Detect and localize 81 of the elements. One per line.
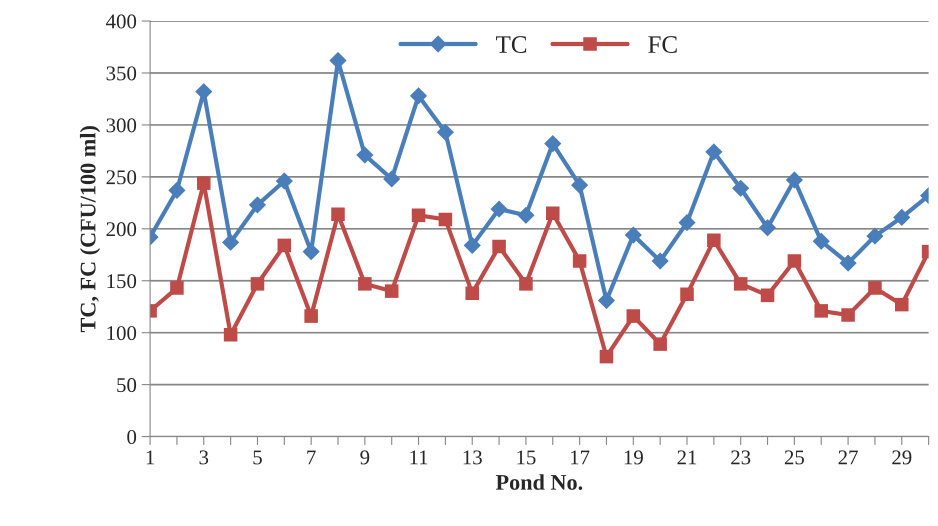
legend-label: FC [648,36,677,53]
point [732,180,750,197]
point [331,207,345,222]
y-tick-label: 250 [106,170,136,184]
point [868,281,882,295]
point [760,288,774,302]
point [707,233,721,248]
y-tick-label: 0 [127,430,136,444]
y-tick-label: 400 [106,14,136,28]
point [812,232,830,250]
x-tick-label: 19 [624,450,643,464]
point [895,298,909,312]
point [356,146,374,164]
point [492,240,506,254]
point [759,219,776,236]
point [840,254,856,272]
point [734,277,748,291]
point [624,226,642,244]
point [438,212,452,226]
point [222,234,239,251]
x-tick-label: 1 [146,450,154,464]
point [410,87,427,104]
point [465,286,480,300]
x-tick-label: 3 [200,450,208,464]
point [168,182,186,199]
point [893,209,910,226]
point [571,176,588,194]
point [866,228,884,244]
x-axis-title: Pond No. [496,474,582,490]
x-tick-label: 13 [464,450,482,464]
point [278,238,292,252]
point [546,206,560,220]
x-tick-label: 15 [517,450,536,464]
point [705,144,722,160]
point [788,254,802,268]
point [841,308,855,322]
x-tick-label: 17 [571,450,590,464]
x-tick-label: 9 [360,450,370,464]
point [678,214,696,231]
point [572,254,586,268]
point [490,200,508,218]
point [224,328,238,342]
point [786,172,803,188]
y-tick-label: 150 [107,274,136,288]
x-tick-label: 5 [253,450,262,464]
legend-label: TC [496,36,526,53]
x-tick-label: 25 [784,450,804,464]
point [598,292,615,309]
y-axis-title: TC, FC (CFU/100 ml) [80,126,100,332]
x-tick-label: 27 [838,450,858,464]
point [276,172,293,190]
x-tick-label: 11 [410,450,428,464]
point [653,337,667,351]
point [518,206,534,224]
point [626,309,640,323]
point [814,304,828,318]
point [358,277,372,291]
y-tick-label: 50 [117,378,136,392]
point [412,208,426,222]
x-tick-label: 23 [731,450,750,464]
y-tick-label: 350 [106,66,136,80]
x-tick-label: 21 [678,450,696,464]
point [250,277,264,291]
point [384,284,398,298]
point [519,277,533,291]
point [464,237,481,254]
point [437,124,454,141]
point [249,196,266,214]
x-tick-label: 7 [307,450,316,464]
x-tick-label: 29 [892,450,912,464]
point [544,135,562,152]
point [197,176,211,190]
point [304,309,318,323]
y-tick-label: 100 [107,326,136,340]
y-tick-label: 300 [106,118,136,132]
point [170,281,184,295]
y-tick-label: 200 [106,222,136,236]
point [652,252,669,270]
point [600,350,614,364]
point [680,287,694,302]
point [383,170,400,188]
